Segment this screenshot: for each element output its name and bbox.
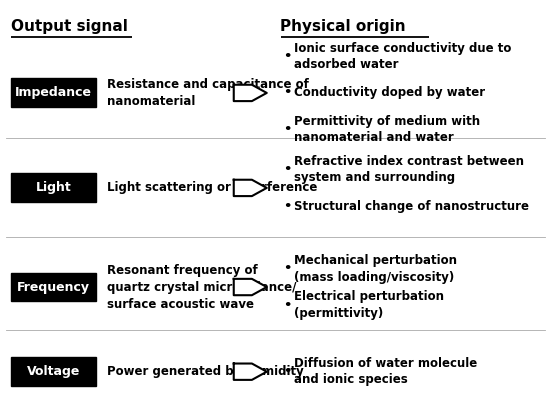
Polygon shape (234, 180, 267, 196)
Polygon shape (234, 363, 267, 380)
Text: Permittivity of medium with
nanomaterial and water: Permittivity of medium with nanomaterial… (294, 114, 480, 144)
Text: •: • (283, 199, 292, 213)
Text: Physical origin: Physical origin (280, 19, 406, 33)
Text: •: • (283, 365, 292, 378)
Polygon shape (234, 279, 267, 295)
Text: Mechanical perturbation
(mass loading/viscosity): Mechanical perturbation (mass loading/vi… (294, 254, 457, 284)
Text: Resistance and capacitance of
nanomaterial: Resistance and capacitance of nanomateri… (107, 78, 309, 108)
Polygon shape (234, 85, 267, 101)
Text: Conductivity doped by water: Conductivity doped by water (294, 86, 485, 100)
Text: Light scattering or interference: Light scattering or interference (107, 181, 318, 195)
Text: Voltage: Voltage (27, 365, 80, 378)
Text: •: • (283, 123, 292, 136)
Bar (11, 173, 96, 202)
Bar (11, 78, 96, 107)
Bar (11, 273, 96, 301)
Text: •: • (283, 163, 292, 176)
Text: •: • (283, 262, 292, 275)
Text: •: • (283, 50, 292, 63)
Text: Ionic surface conductivity due to
adsorbed water: Ionic surface conductivity due to adsorb… (294, 42, 512, 71)
Text: Structural change of nanostructure: Structural change of nanostructure (294, 199, 529, 213)
Text: •: • (283, 86, 292, 100)
Text: Power generated by humidity: Power generated by humidity (107, 365, 304, 378)
Text: Diffusion of water molecule
and ionic species: Diffusion of water molecule and ionic sp… (294, 357, 477, 387)
Text: Resonant frequency of
quartz crystal microbalance/
surface acoustic wave: Resonant frequency of quartz crystal mic… (107, 263, 296, 311)
Text: Refractive index contrast between
system and surrounding: Refractive index contrast between system… (294, 155, 524, 185)
Text: Frequency: Frequency (17, 280, 90, 294)
Text: Output signal: Output signal (11, 19, 128, 33)
Text: •: • (283, 299, 292, 312)
Bar (11, 357, 96, 386)
Text: Electrical perturbation
(permittivity): Electrical perturbation (permittivity) (294, 290, 444, 320)
Text: Impedance: Impedance (15, 86, 92, 100)
Text: Light: Light (36, 181, 72, 195)
